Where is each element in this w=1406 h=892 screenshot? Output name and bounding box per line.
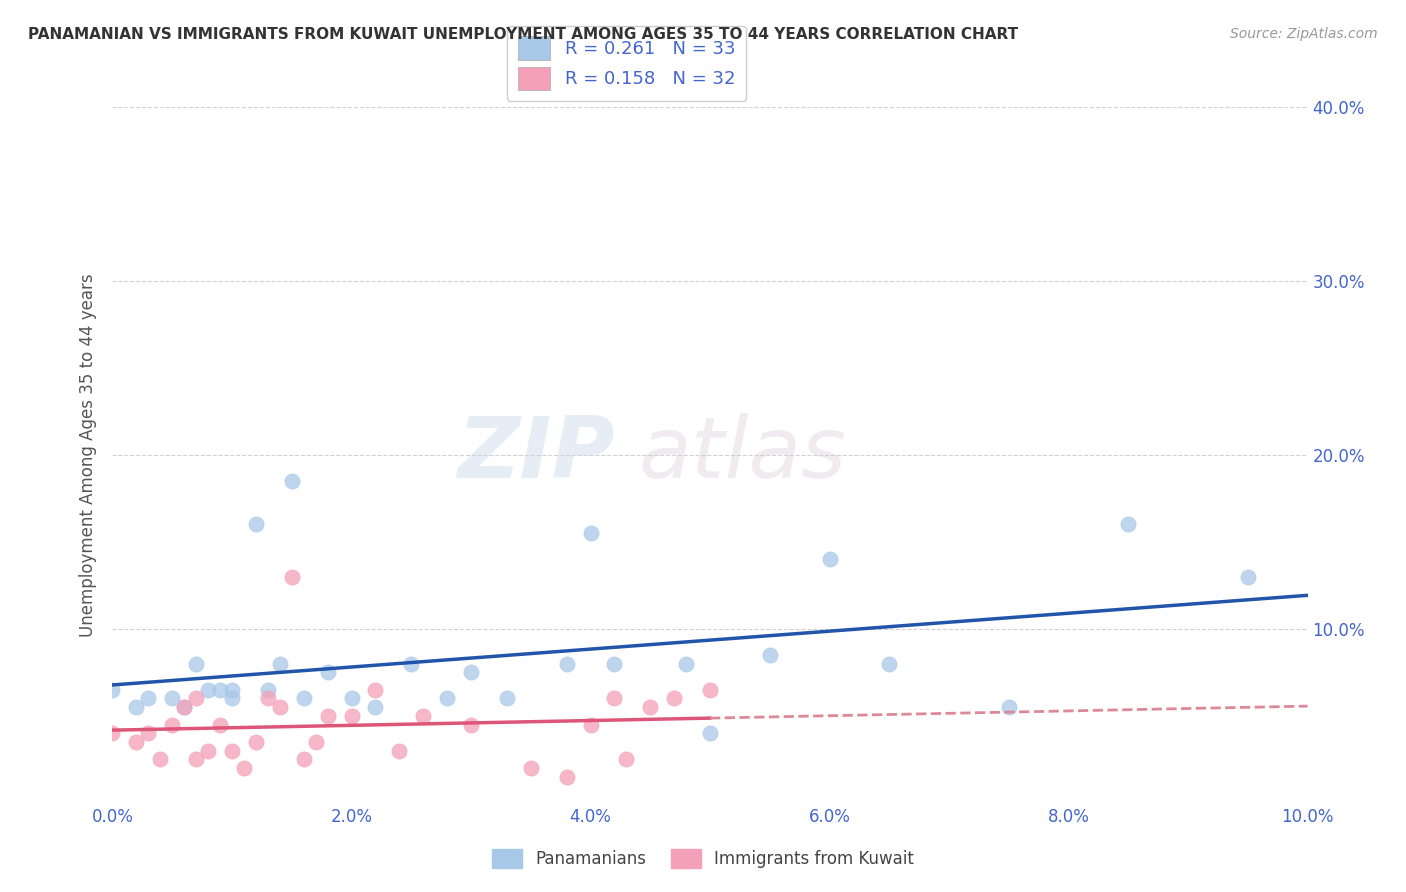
Point: [460, 665, 482, 680]
Point: [186, 691, 208, 706]
Point: [316, 665, 339, 680]
Point: [269, 700, 291, 714]
Point: [401, 657, 423, 671]
Point: [209, 682, 232, 697]
Point: [162, 717, 183, 731]
Point: [221, 744, 243, 758]
Point: [101, 682, 124, 697]
Point: [699, 726, 721, 740]
Point: [460, 717, 482, 731]
Point: [101, 726, 124, 740]
Legend: Panamanians, Immigrants from Kuwait: Panamanians, Immigrants from Kuwait: [485, 842, 921, 875]
Text: PANAMANIAN VS IMMIGRANTS FROM KUWAIT UNEMPLOYMENT AMONG AGES 35 TO 44 YEARS CORR: PANAMANIAN VS IMMIGRANTS FROM KUWAIT UNE…: [28, 27, 1018, 42]
Point: [340, 708, 363, 723]
Point: [245, 517, 267, 532]
Point: [1237, 570, 1260, 584]
Point: [221, 682, 243, 697]
Point: [364, 682, 387, 697]
Point: [579, 717, 602, 731]
Point: [496, 691, 519, 706]
Point: [173, 700, 195, 714]
Point: [388, 744, 411, 758]
Point: [149, 752, 172, 766]
Point: [269, 657, 291, 671]
Text: atlas: atlas: [638, 413, 846, 497]
Point: [281, 474, 304, 488]
Point: [186, 752, 208, 766]
Point: [555, 657, 578, 671]
Point: [603, 691, 626, 706]
Point: [340, 691, 363, 706]
Point: [436, 691, 458, 706]
Point: [257, 691, 280, 706]
Point: [616, 752, 638, 766]
Point: [162, 691, 183, 706]
Point: [138, 691, 160, 706]
Point: [879, 657, 901, 671]
Point: [664, 691, 686, 706]
Point: [138, 726, 160, 740]
Point: [292, 752, 315, 766]
Point: [173, 700, 195, 714]
Point: [209, 717, 232, 731]
Point: [125, 735, 148, 749]
Point: [640, 700, 662, 714]
Point: [316, 708, 339, 723]
Point: [281, 570, 304, 584]
Point: [233, 761, 256, 775]
Point: [257, 682, 280, 697]
Point: [699, 682, 721, 697]
Point: [292, 691, 315, 706]
Point: [998, 700, 1021, 714]
Point: [125, 700, 148, 714]
Point: [759, 648, 782, 662]
Point: [245, 735, 267, 749]
Y-axis label: Unemployment Among Ages 35 to 44 years: Unemployment Among Ages 35 to 44 years: [79, 273, 97, 637]
Point: [197, 744, 219, 758]
Point: [412, 708, 434, 723]
Point: [364, 700, 387, 714]
Point: [221, 691, 243, 706]
Point: [197, 682, 219, 697]
Point: [603, 657, 626, 671]
Point: [1118, 517, 1140, 532]
Point: [555, 770, 578, 784]
Point: [305, 735, 328, 749]
Point: [520, 761, 543, 775]
Text: Source: ZipAtlas.com: Source: ZipAtlas.com: [1230, 27, 1378, 41]
Legend: R = 0.261   N = 33, R = 0.158   N = 32: R = 0.261 N = 33, R = 0.158 N = 32: [506, 26, 747, 101]
Point: [818, 552, 841, 566]
Text: ZIP: ZIP: [457, 413, 614, 497]
Point: [579, 526, 602, 541]
Point: [186, 657, 208, 671]
Point: [675, 657, 697, 671]
